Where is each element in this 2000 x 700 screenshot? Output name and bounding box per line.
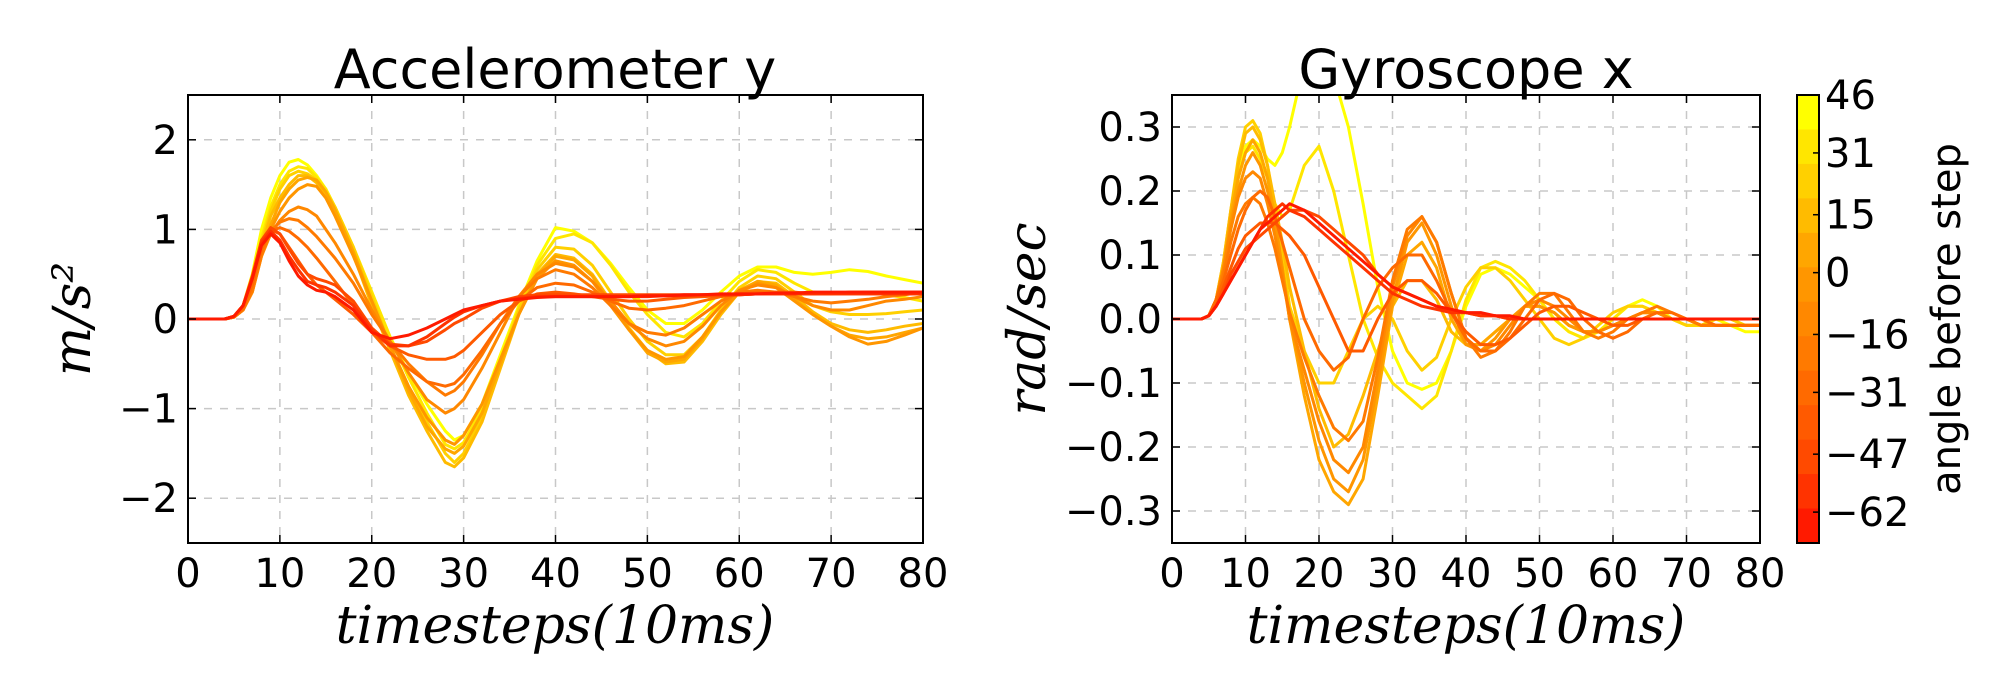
x-tick-label: 40 xyxy=(1441,551,1492,597)
colorbar-segment xyxy=(1797,163,1819,199)
colorbar-segment xyxy=(1797,370,1819,406)
colorbar-frame xyxy=(1796,94,1820,544)
colorbar-tick-label: 31 xyxy=(1825,131,1876,177)
x-tick-label: 70 xyxy=(1661,551,1712,597)
colorbar-segment xyxy=(1797,232,1819,268)
colorbar-tick-label: −16 xyxy=(1825,312,1909,358)
x-axis-label: timesteps(10ms) xyxy=(1247,596,1686,656)
colorbar-segment xyxy=(1797,508,1819,544)
colorbar-tick-label: −31 xyxy=(1825,370,1909,416)
grid xyxy=(188,95,923,543)
x-tick-label: 70 xyxy=(806,551,857,597)
series-lines xyxy=(188,158,923,469)
x-tick-label: 50 xyxy=(1514,551,1565,597)
axis-ticks: 0 10 20 30 40 50 60 70 80 −0.3 −0.2 −0.1 0.0 0.1 0.2 0.… xyxy=(1065,95,1786,597)
colorbar-segment xyxy=(1797,301,1819,337)
series-line xyxy=(188,174,923,469)
x-axis-label: timesteps(10ms) xyxy=(336,596,775,656)
y-tick-label: 0.3 xyxy=(1098,105,1162,151)
colorbar-segment xyxy=(1797,129,1819,165)
colorbar-segment xyxy=(1797,198,1819,234)
x-tick-label: 60 xyxy=(1588,551,1639,597)
y-tick-label: 0.0 xyxy=(1098,297,1162,343)
colorbar-segment xyxy=(1797,474,1819,510)
series-line xyxy=(188,175,923,455)
chart-title: Gyroscope x xyxy=(1298,38,1633,101)
y-tick-label: 2 xyxy=(153,118,178,164)
x-tick-label: 50 xyxy=(622,551,673,597)
y-tick-label: −0.3 xyxy=(1065,489,1162,535)
colorbar-label: angle before step xyxy=(1924,143,1970,495)
x-tick-label: 20 xyxy=(1294,551,1345,597)
colorbar-segment xyxy=(1797,95,1819,130)
series-lines xyxy=(1172,95,1760,507)
colorbar-tick-label: −47 xyxy=(1825,432,1909,478)
colorbar-tick-label: 46 xyxy=(1825,73,1876,119)
x-tick-label: 80 xyxy=(1735,551,1786,597)
colorbar-tick-label: 15 xyxy=(1825,193,1876,239)
x-tick-label: 20 xyxy=(346,551,397,597)
series-line xyxy=(1172,202,1760,321)
y-tick-label: −1 xyxy=(119,387,178,433)
colorbar-tick-label: −62 xyxy=(1825,490,1909,536)
series-line xyxy=(1172,189,1760,372)
y-axis-label: m/s² xyxy=(43,262,103,376)
x-tick-label: 30 xyxy=(438,551,489,597)
colorbar-ticks: 46 31 15 0 −16 −31 −47 −62 xyxy=(1813,73,1909,536)
accelerometer-panel: Accelerometer y 0 10 20 30 40 50 60 70 80 −2 −1 0 1 2… xyxy=(43,38,948,656)
x-tick-label: 0 xyxy=(1159,551,1184,597)
y-tick-label: −0.2 xyxy=(1065,425,1162,471)
y-axis-label: rad/sec xyxy=(998,222,1058,415)
x-tick-label: 80 xyxy=(898,551,949,597)
chart-title: Accelerometer y xyxy=(334,38,776,101)
x-tick-label: 40 xyxy=(530,551,581,597)
series-line xyxy=(188,232,923,341)
y-tick-label: 1 xyxy=(153,207,178,253)
axis-ticks: 0 10 20 30 40 50 60 70 80 −2 −1 0 1 2 xyxy=(119,95,948,597)
y-tick-label: 0 xyxy=(153,297,178,343)
colorbar-segments xyxy=(1797,95,1819,544)
colorbar-segment xyxy=(1797,336,1819,372)
x-tick-label: 60 xyxy=(714,551,765,597)
y-tick-label: −2 xyxy=(119,476,178,522)
x-tick-label: 10 xyxy=(1220,551,1271,597)
gyroscope-panel: Gyroscope x 0 10 20 30 40 50 60 70 80 −0.3 −0.2 −0.… xyxy=(998,38,1785,656)
colorbar-segment xyxy=(1797,405,1819,441)
colorbar-segment xyxy=(1797,439,1819,475)
x-tick-label: 10 xyxy=(254,551,305,597)
y-tick-label: −0.1 xyxy=(1065,361,1162,407)
y-tick-label: 0.2 xyxy=(1098,169,1162,215)
colorbar-segment xyxy=(1797,267,1819,303)
colorbar-tick-label: 0 xyxy=(1825,251,1850,297)
y-tick-label: 0.1 xyxy=(1098,233,1162,279)
colorbar: 46 31 15 0 −16 −31 −47 −62 angle before step xyxy=(1796,73,1970,544)
series-line xyxy=(1172,195,1760,443)
x-tick-label: 0 xyxy=(175,551,200,597)
x-tick-label: 30 xyxy=(1367,551,1418,597)
